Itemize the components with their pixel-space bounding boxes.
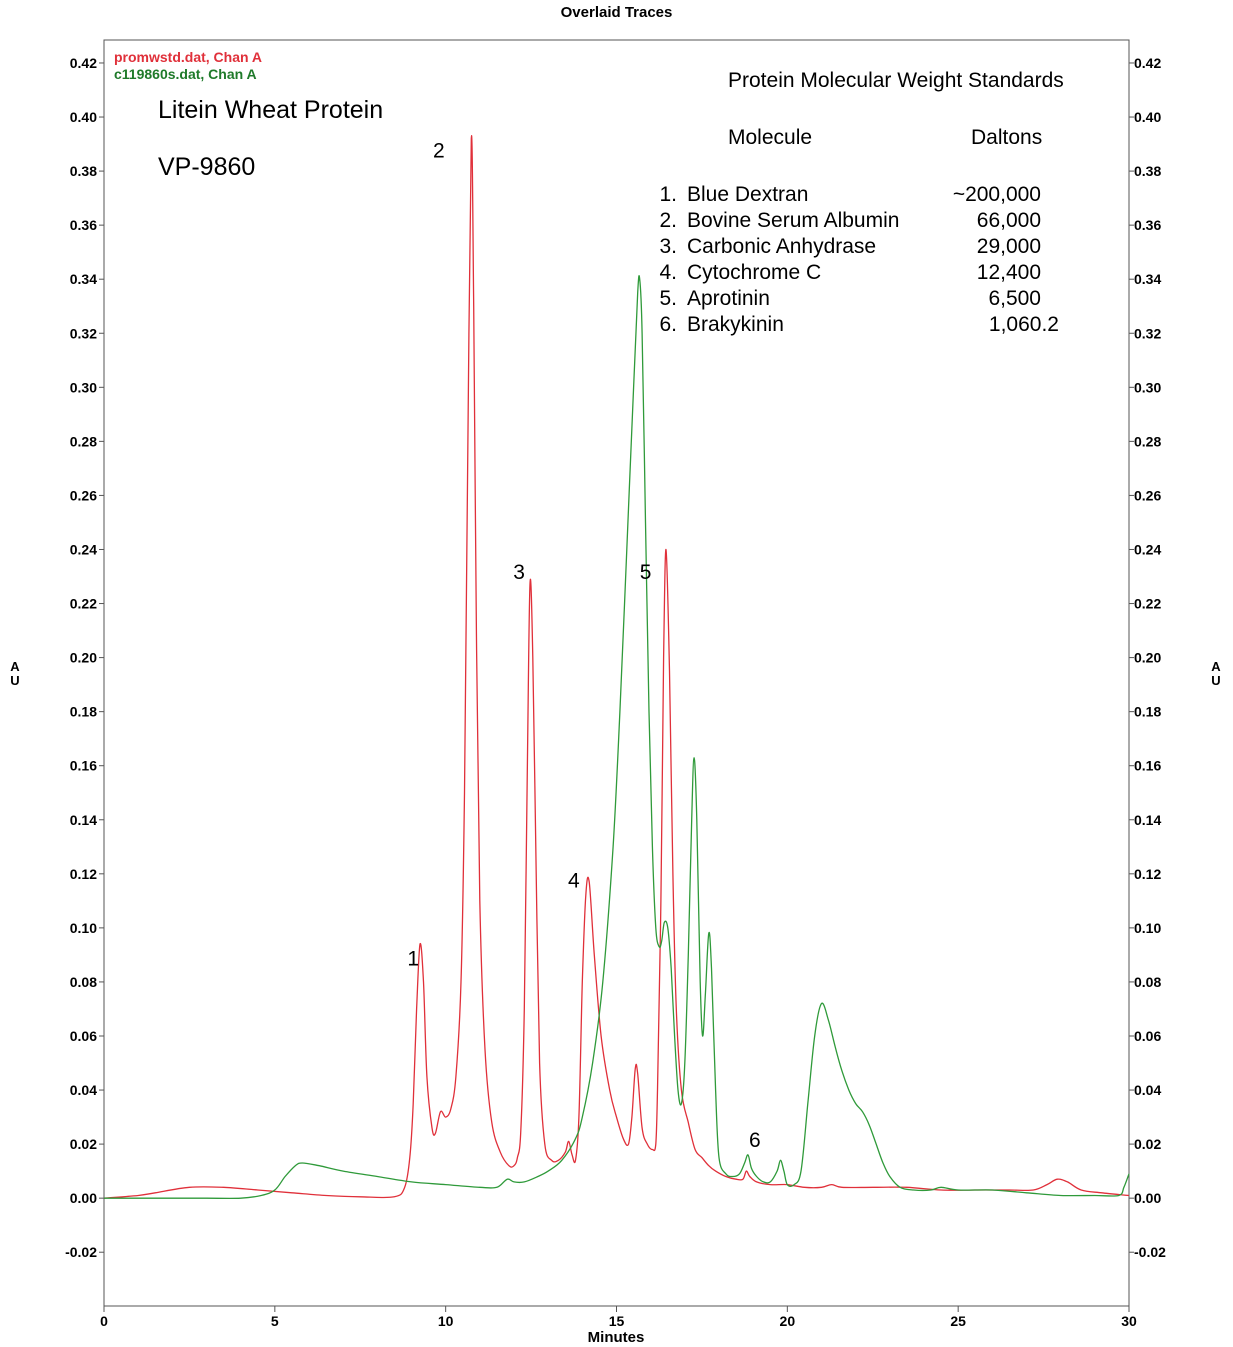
y-tick-label: 0.42 bbox=[1134, 55, 1161, 71]
y-tick-label: 0.26 bbox=[70, 487, 97, 503]
peak-label: 5 bbox=[640, 561, 652, 584]
standards-col-daltons: Daltons bbox=[971, 126, 1043, 149]
y-tick-label: 0.10 bbox=[1134, 920, 1161, 936]
y-tick-label: 0.08 bbox=[70, 974, 97, 990]
x-tick-label: 30 bbox=[1121, 1313, 1137, 1329]
legend-entry-c119860s: c119860s.dat, Chan A bbox=[114, 66, 257, 82]
standards-col-molecule: Molecule bbox=[728, 126, 813, 149]
y-tick-label: 0.02 bbox=[70, 1136, 97, 1152]
standards-row-daltons: 12,400 bbox=[976, 261, 1041, 284]
y-tick-label: 0.02 bbox=[1134, 1136, 1161, 1152]
y-tick-label: 0.04 bbox=[70, 1082, 97, 1098]
y-tick-label: 0.32 bbox=[1134, 325, 1161, 341]
y-tick-label: 0.00 bbox=[1134, 1190, 1161, 1206]
y-tick-label: 0.08 bbox=[1134, 974, 1161, 990]
y-axis-label-right: A U bbox=[1211, 659, 1221, 688]
x-tick-label: 15 bbox=[609, 1313, 625, 1329]
x-axis-ticks: 0 5 10 15 20 25 30 bbox=[100, 1306, 1137, 1329]
standards-row-daltons: 66,000 bbox=[976, 209, 1041, 232]
series-layer bbox=[103, 135, 1130, 1200]
standards-row-num: 5. bbox=[659, 287, 677, 310]
peak-labels: 1 2 3 4 5 6 bbox=[407, 140, 760, 1152]
y-tick-label: 0.20 bbox=[70, 650, 97, 666]
standards-row-daltons: 6,500 bbox=[988, 287, 1041, 310]
y-tick-label: 0.16 bbox=[70, 758, 97, 774]
standards-row-molecule: Cytochrome C bbox=[687, 261, 822, 284]
y-tick-label: 0.38 bbox=[1134, 163, 1161, 179]
y-tick-label: 0.12 bbox=[1134, 866, 1161, 882]
y-tick-label: 0.22 bbox=[1134, 596, 1161, 612]
y-tick-label: 0.06 bbox=[70, 1028, 97, 1044]
peak-label: 1 bbox=[407, 948, 419, 971]
peak-label: 2 bbox=[433, 140, 445, 163]
y-tick-label: 0.04 bbox=[1134, 1082, 1161, 1098]
y-tick-label: 0.36 bbox=[70, 217, 97, 233]
y-tick-label: 0.18 bbox=[1134, 704, 1161, 720]
y-tick-label: 0.40 bbox=[70, 109, 97, 125]
standards-row-num: 6. bbox=[659, 313, 677, 336]
standards-row-daltons: 29,000 bbox=[976, 235, 1041, 258]
standards-row-molecule: Blue Dextran bbox=[687, 183, 809, 206]
standards-row-molecule: Aprotinin bbox=[687, 287, 770, 310]
y-tick-label: 0.00 bbox=[70, 1190, 97, 1206]
y-tick-label: 0.34 bbox=[70, 271, 97, 287]
y-tick-label: -0.02 bbox=[1134, 1244, 1166, 1260]
standards-row-molecule: Bovine Serum Albumin bbox=[687, 209, 900, 232]
x-axis-label: Minutes bbox=[588, 1329, 645, 1346]
y-tick-label: 0.38 bbox=[70, 163, 97, 179]
y-tick-label: 0.30 bbox=[70, 379, 97, 395]
x-tick-label: 0 bbox=[100, 1313, 108, 1329]
standards-row-molecule: Carbonic Anhydrase bbox=[687, 235, 877, 258]
peak-label: 3 bbox=[513, 561, 525, 584]
y-tick-label: 0.20 bbox=[1134, 650, 1161, 666]
y-tick-label: 0.30 bbox=[1134, 379, 1161, 395]
y-tick-label: 0.22 bbox=[70, 596, 97, 612]
chart-title: Overlaid Traces bbox=[560, 4, 673, 21]
y-tick-label: 0.26 bbox=[1134, 487, 1161, 503]
standards-row-num: 2. bbox=[659, 209, 677, 232]
y-tick-label: 0.42 bbox=[70, 55, 97, 71]
standards-row-molecule: Brakykinin bbox=[687, 313, 784, 336]
series-line-promwstd bbox=[103, 135, 1130, 1199]
x-tick-label: 25 bbox=[950, 1313, 966, 1329]
sample-name: Litein Wheat Protein bbox=[158, 96, 384, 124]
y-axis-ticks: -0.02 -0.02 0.00 0.00 0.02 0.02 0.04 0.04 0.06 0.… bbox=[65, 55, 1166, 1260]
standards-title: Protein Molecular Weight Standards bbox=[728, 69, 1064, 92]
y-tick-label: 0.14 bbox=[1134, 812, 1161, 828]
y-tick-label: 0.36 bbox=[1134, 217, 1161, 233]
y-tick-label: 0.34 bbox=[1134, 271, 1161, 287]
y-axis-label-left: A U bbox=[10, 659, 20, 688]
peak-label: 4 bbox=[568, 869, 580, 892]
y-tick-label: 0.28 bbox=[1134, 433, 1161, 449]
y-tick-label: 0.18 bbox=[70, 704, 97, 720]
y-tick-label: 0.40 bbox=[1134, 109, 1161, 125]
x-tick-label: 20 bbox=[780, 1313, 796, 1329]
y-tick-label: 0.06 bbox=[1134, 1028, 1161, 1044]
standards-row-num: 3. bbox=[659, 235, 677, 258]
y-tick-label: 0.12 bbox=[70, 866, 97, 882]
standards-row-daltons: ~200,000 bbox=[952, 183, 1041, 206]
legend-entry-promwstd: promwstd.dat, Chan A bbox=[114, 49, 263, 65]
peak-label: 6 bbox=[749, 1129, 761, 1152]
standards-row-num: 4. bbox=[659, 261, 677, 284]
y-tick-label: 0.28 bbox=[70, 433, 97, 449]
y-tick-label: 0.24 bbox=[1134, 541, 1161, 557]
standards-row-daltons: 1,060.2 bbox=[988, 313, 1059, 336]
standards-row-num: 1. bbox=[659, 183, 677, 206]
y-tick-label: 0.32 bbox=[70, 325, 97, 341]
y-tick-label: -0.02 bbox=[65, 1244, 97, 1260]
y-tick-label: 0.24 bbox=[70, 541, 97, 557]
sample-id: VP-9860 bbox=[158, 153, 256, 181]
series-line-c119860s bbox=[104, 275, 1130, 1200]
y-tick-label: 0.10 bbox=[70, 920, 97, 936]
y-tick-label: 0.16 bbox=[1134, 758, 1161, 774]
x-tick-label: 5 bbox=[271, 1313, 279, 1329]
x-tick-label: 10 bbox=[438, 1313, 454, 1329]
y-tick-label: 0.14 bbox=[70, 812, 97, 828]
